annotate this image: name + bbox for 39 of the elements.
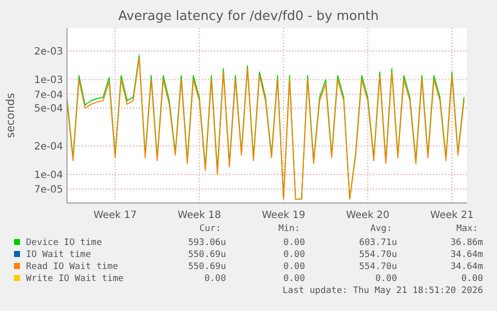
y-axis-title: seconds <box>4 92 17 138</box>
y-tick-label: 2e-04 <box>34 141 63 152</box>
text: Last update: Thu May 21 18:51:20 2026 <box>282 286 483 296</box>
y-tick-label: 7e-04 <box>34 90 63 101</box>
text: 554.70u <box>359 250 397 260</box>
text: 593.06u <box>188 238 226 248</box>
y-tick-label: 1e-03 <box>34 75 63 86</box>
text: 550.69u <box>188 250 226 260</box>
text: Avg: <box>370 224 392 234</box>
text: 0.00 <box>461 274 483 284</box>
text: 34.64m <box>450 262 483 272</box>
legend-label: Read IO Wait time <box>26 262 118 272</box>
text: 0.00 <box>375 274 397 284</box>
text: 550.69u <box>188 262 226 272</box>
legend-label: Device IO time <box>26 238 102 248</box>
chart-title: Average latency for /dev/fd0 - by month <box>118 9 379 24</box>
text: Max: <box>456 224 478 234</box>
x-tick-label: Week 20 <box>346 210 390 221</box>
x-tick-label: Week 19 <box>262 210 306 221</box>
text: 554.70u <box>359 262 397 272</box>
text: 34.64m <box>450 250 483 260</box>
text: 0.00 <box>204 274 226 284</box>
legend-label: Write IO Wait time <box>26 274 124 284</box>
y-tick-label: 5e-04 <box>34 104 63 115</box>
text: 603.71u <box>359 238 397 248</box>
x-tick-label: Week 21 <box>430 210 474 221</box>
x-tick-label: Week 18 <box>178 210 221 221</box>
text: Min: <box>278 224 300 234</box>
text: 0.00 <box>283 274 305 284</box>
y-tick-label: 7e-05 <box>34 184 63 196</box>
y-tick-label: 1e-04 <box>34 170 63 181</box>
y-tick-label: 2e-03 <box>34 46 63 58</box>
text: 36.86m <box>450 238 483 248</box>
text: 0.00 <box>283 250 305 260</box>
text: 0.00 <box>283 238 305 248</box>
legend-label: IO Wait time <box>26 250 92 260</box>
x-tick-label: Week 17 <box>93 210 137 221</box>
text: Cur: <box>199 224 221 234</box>
text: 0.00 <box>283 262 305 272</box>
